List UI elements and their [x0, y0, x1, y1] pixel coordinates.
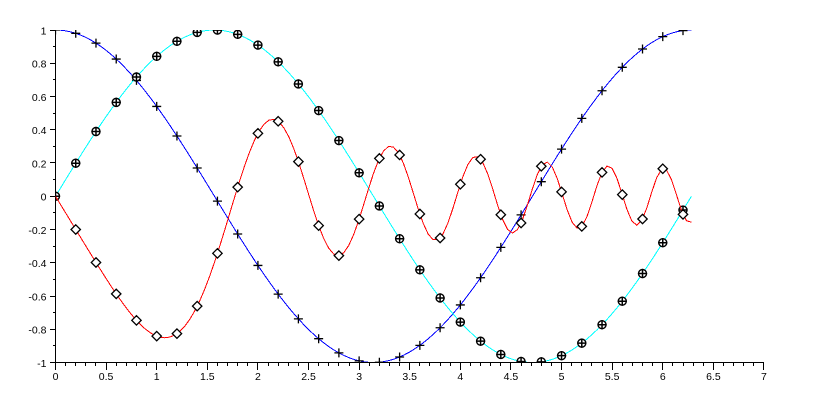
svg-text:5: 5 [559, 371, 565, 383]
svg-text:0.5: 0.5 [99, 371, 114, 383]
svg-text:3: 3 [356, 371, 362, 383]
svg-text:-0.6: -0.6 [28, 291, 46, 303]
svg-text:0: 0 [53, 371, 59, 383]
svg-text:0.2: 0.2 [32, 158, 47, 170]
svg-text:0.4: 0.4 [32, 125, 47, 137]
svg-text:2.5: 2.5 [301, 371, 316, 383]
svg-text:1.5: 1.5 [200, 371, 215, 383]
svg-text:6: 6 [660, 371, 666, 383]
svg-text:4: 4 [457, 371, 463, 383]
svg-text:3.5: 3.5 [402, 371, 417, 383]
svg-text:6.5: 6.5 [706, 371, 721, 383]
svg-text:1: 1 [154, 371, 160, 383]
svg-text:0: 0 [41, 192, 47, 204]
svg-text:4.5: 4.5 [504, 371, 519, 383]
svg-text:2: 2 [255, 371, 261, 383]
svg-text:0.8: 0.8 [32, 59, 47, 71]
svg-text:-0.2: -0.2 [28, 225, 46, 237]
svg-text:0.6: 0.6 [32, 92, 47, 104]
svg-text:-1: -1 [37, 358, 46, 370]
svg-text:7: 7 [761, 371, 767, 383]
svg-text:1: 1 [41, 25, 47, 37]
svg-text:5.5: 5.5 [605, 371, 620, 383]
svg-text:-0.8: -0.8 [28, 325, 46, 337]
svg-text:-0.4: -0.4 [28, 258, 46, 270]
